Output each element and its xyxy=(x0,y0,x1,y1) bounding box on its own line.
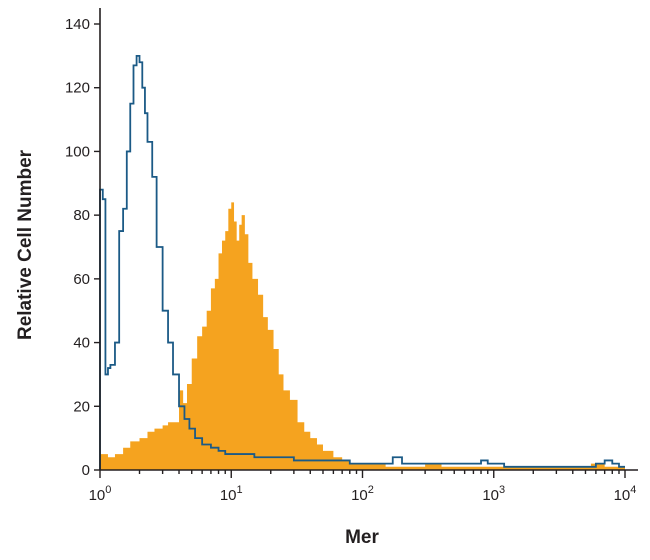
y-tick-label: 100 xyxy=(65,143,90,160)
y-tick-label: 140 xyxy=(65,16,90,33)
x-tick-label: 102 xyxy=(351,484,374,504)
x-ticks: 100 101 102 103 104 xyxy=(89,470,637,504)
x-axis-title: Mer xyxy=(345,527,379,548)
axes xyxy=(99,8,638,471)
y-tick-label: 60 xyxy=(73,271,90,288)
x-tick-label: 103 xyxy=(482,484,505,504)
x-tick-label: 100 xyxy=(89,484,112,504)
x-tick-label: 104 xyxy=(614,484,637,504)
y-tick-label: 120 xyxy=(65,80,90,97)
y-tick-label: 20 xyxy=(73,398,90,415)
y-tick-label: 40 xyxy=(73,335,90,352)
y-tick-label: 80 xyxy=(73,207,90,224)
plot-series xyxy=(99,54,625,470)
x-tick-label: 101 xyxy=(220,484,243,504)
filled-histogram-series xyxy=(100,202,625,470)
outline-histogram-series xyxy=(99,54,625,470)
y-axis-title: Relative Cell Number xyxy=(15,149,36,340)
y-tick-label: 0 xyxy=(82,462,90,479)
y-ticks: 0 20 40 60 80 100 120 140 xyxy=(65,16,100,479)
